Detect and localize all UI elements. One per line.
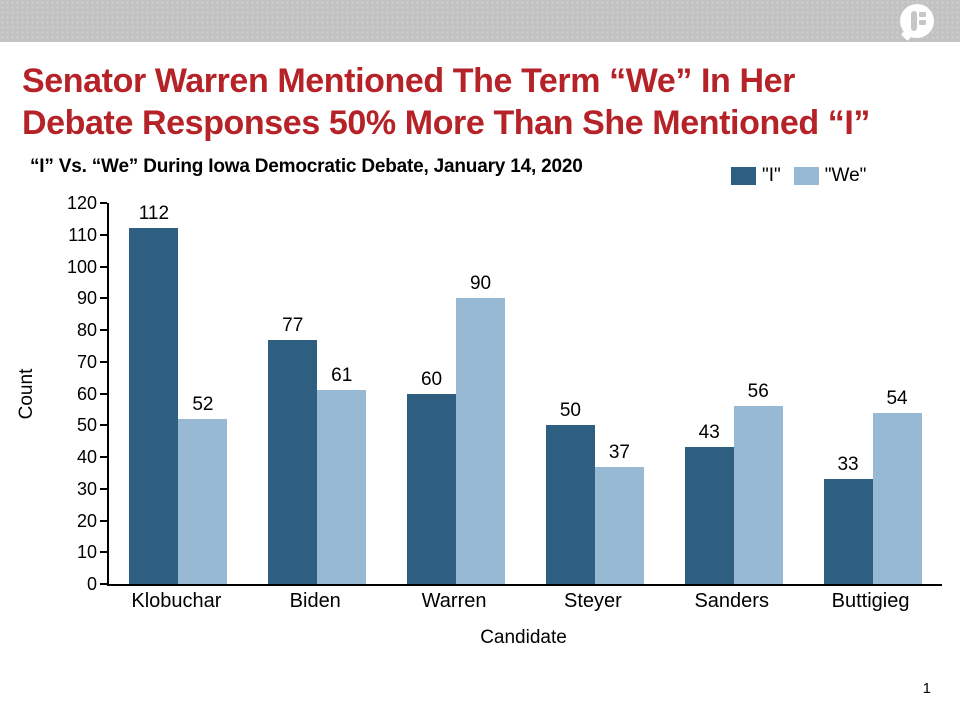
bar-i-steyer: 50	[545, 400, 595, 584]
bar-value-label: 77	[282, 314, 304, 336]
x-axis-tick-label: Klobuchar	[131, 590, 222, 612]
bar-group-biden: 77 61	[248, 203, 387, 584]
y-axis-tick	[100, 329, 107, 332]
y-axis-tick	[100, 297, 107, 300]
x-axis-tick-label: Steyer	[563, 590, 622, 612]
y-axis-tick-label: 90	[76, 288, 97, 309]
y-axis-tick	[100, 519, 107, 522]
y-axis-tick-label: 10	[76, 542, 97, 563]
bar-i-warren: 60	[407, 369, 457, 584]
bar-group-klobuchar: 112 52	[109, 203, 248, 584]
y-axis-tick-label: 110	[68, 224, 97, 245]
bar-i-klobuchar: 112	[129, 203, 179, 584]
top-banner	[0, 0, 960, 42]
chart-title: “I” Vs. “We” During Iowa Democratic Deba…	[30, 156, 583, 177]
bar-value-label: 43	[698, 422, 720, 444]
x-axis-tick-label: Warren	[421, 590, 487, 612]
bar-we-buttigieg: 54	[872, 388, 922, 584]
bar-group-steyer: 50 37	[525, 203, 664, 584]
bar-i-sanders: 43	[684, 422, 734, 584]
bar-value-label: 52	[192, 393, 214, 415]
bar-i-buttigieg: 33	[823, 454, 873, 584]
y-axis-tick-label: 120	[66, 193, 97, 213]
bar-we-klobuchar: 52	[178, 394, 228, 584]
y-axis-tick-label: 40	[76, 447, 97, 468]
y-axis-tick	[100, 456, 107, 459]
bar-group-warren: 60 90	[387, 203, 526, 584]
y-axis-tick-label: 20	[76, 510, 97, 531]
logo-f-glyph-dash	[919, 12, 926, 17]
legend-swatch-we	[793, 167, 819, 185]
y-axis-tick-label: 30	[76, 478, 97, 499]
chart-legend: "I" "We"	[731, 165, 879, 187]
y-axis-tick	[100, 202, 107, 204]
bar-we-warren: 90	[456, 273, 506, 584]
bar-i-biden: 77	[268, 315, 318, 584]
y-axis-tick-label: 70	[76, 351, 97, 372]
x-axis-tick-label: Biden	[289, 590, 341, 612]
bar-value-label: 56	[747, 381, 769, 403]
y-axis-tick	[100, 583, 107, 585]
bar-value-label: 90	[469, 273, 492, 295]
plot-area: 0 10 20 30 40 50 60 70 80 90 100 110 120 112 52 77 61 60 9…	[67, 193, 942, 594]
bar-value-label: 33	[837, 454, 859, 476]
logo-f-glyph	[911, 11, 917, 31]
y-axis-tick-label: 0	[86, 574, 97, 594]
x-axis-labels: Klobuchar Biden Warren Steyer Sanders Buttigi…	[107, 590, 940, 613]
legend-label-i: "I"	[762, 165, 781, 186]
bar-value-label: 61	[331, 365, 353, 387]
y-axis-tick	[100, 392, 107, 395]
y-axis-tick	[100, 424, 107, 427]
page-number: 1	[922, 680, 931, 697]
bar-value-label: 54	[886, 387, 908, 409]
headline-line-1: Senator Warren Mentioned The Term “We” I…	[22, 62, 795, 100]
headline-line-2: Debate Responses 50% More Than She Menti…	[22, 104, 870, 142]
bar-value-label: 112	[138, 203, 170, 225]
bar-value-label: 50	[559, 400, 581, 422]
y-axis-tick-label: 60	[76, 383, 97, 404]
bar-value-label: 60	[420, 368, 443, 390]
y-axis-tick-label: 100	[66, 256, 97, 277]
bar-value-label: 37	[608, 441, 630, 463]
bar-we-steyer: 37	[594, 442, 644, 584]
bar-group-buttigieg: 33 54	[803, 203, 942, 584]
y-axis-tick	[100, 233, 107, 236]
slide-headline: Senator Warren Mentioned The Term “We” I…	[22, 60, 938, 144]
y-axis-tick	[100, 551, 107, 554]
x-axis-tick-label: Sanders	[694, 590, 769, 612]
bar-group-sanders: 43 56	[664, 203, 803, 584]
bar-we-sanders: 56	[733, 381, 783, 584]
y-axis-tick-label: 80	[76, 320, 97, 341]
x-axis-title: Candidate	[480, 627, 567, 648]
y-axis-tick	[100, 360, 107, 363]
y-axis-tick-label: 50	[76, 415, 97, 436]
y-axis-tick	[100, 487, 107, 490]
speech-bubble-f-logo-icon	[900, 4, 934, 41]
y-axis-tick	[100, 265, 107, 268]
legend-label-we: "We"	[824, 165, 867, 186]
bar-we-biden: 61	[317, 365, 367, 584]
x-axis-tick-label: Buttigieg	[831, 590, 910, 612]
legend-swatch-i	[731, 167, 756, 185]
logo-f-glyph-dash	[919, 20, 926, 25]
y-axis-title: Count	[16, 368, 37, 420]
